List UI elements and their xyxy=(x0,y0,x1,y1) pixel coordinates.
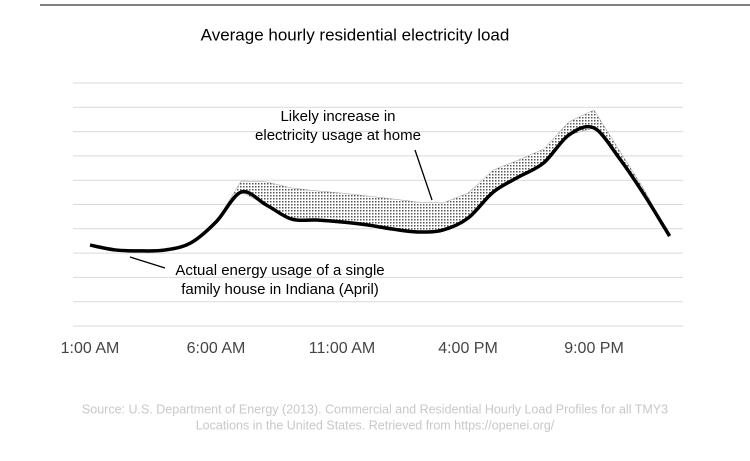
annotation: Likely increase in xyxy=(280,108,395,125)
leader-line xyxy=(129,256,166,269)
x-tick-label: 4:00 PM xyxy=(438,340,498,357)
actual-line xyxy=(89,124,672,253)
annotation: electricity usage at home xyxy=(255,127,421,144)
source: Source: U.S. Department of Energy (2013)… xyxy=(82,402,668,416)
annotation: family house in Indiana (April) xyxy=(181,281,379,298)
leader-line xyxy=(414,149,433,201)
source: Locations in the United States. Retrieve… xyxy=(196,418,555,432)
x-tick-label: 11:00 AM xyxy=(309,340,375,357)
x-tick-label: 1:00 AM xyxy=(61,340,120,357)
chart-title: Average hourly residential electricity l… xyxy=(201,25,510,44)
x-tick-label: 9:00 PM xyxy=(564,340,624,357)
x-tick-label: 6:00 AM xyxy=(187,340,246,357)
annotation: Actual energy usage of a single xyxy=(175,262,384,279)
